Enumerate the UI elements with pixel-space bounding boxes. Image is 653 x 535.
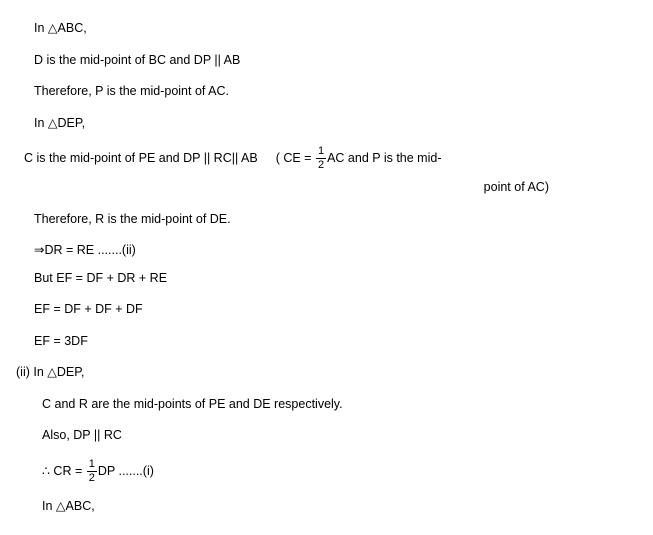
line-3: Therefore, P is the mid-point of AC. (34, 83, 629, 101)
denominator: 2 (316, 159, 326, 171)
line-4: In △DEP, (34, 115, 629, 133)
line-2: D is the mid-point of BC and DP || AB (34, 52, 629, 70)
line-7: ⇒DR = RE .......(ii) (34, 242, 629, 260)
text: ABC, (58, 21, 87, 35)
text: DP .......(i) (98, 463, 154, 477)
triangle-symbol: △ (56, 499, 66, 513)
text: C is the mid-point of PE and DP || RC|| … (24, 150, 258, 168)
text: In (42, 499, 56, 513)
line-5-cont: point of AC) (24, 179, 629, 197)
text: D is the mid-point of BC and DP || AB (34, 53, 240, 67)
text: In (34, 116, 48, 130)
fraction: 12 (87, 459, 97, 484)
text: C and R are the mid-points of PE and DE … (42, 397, 343, 411)
triangle-symbol: △ (48, 21, 58, 35)
text: ABC, (66, 499, 95, 513)
line-12: C and R are the mid-points of PE and DE … (42, 396, 629, 414)
line-6: Therefore, R is the mid-point of DE. (34, 211, 629, 229)
line-8: But EF = DF + DR + RE (34, 270, 629, 288)
line-9: EF = DF + DF + DF (34, 301, 629, 319)
text: DEP, (58, 116, 86, 130)
text: But EF = DF + DR + RE (34, 271, 167, 285)
line-15: In △ABC, (42, 498, 629, 516)
line-13: Also, DP || RC (42, 427, 629, 445)
text: Also, DP || RC (42, 428, 122, 442)
text: DEP, (57, 365, 85, 379)
text: ⇒DR = RE .......(ii) (34, 243, 136, 257)
paren-part: ( CE = 12AC and P is the mid- (276, 146, 442, 171)
numerator: 1 (87, 459, 97, 472)
numerator: 1 (316, 146, 326, 159)
text: point of AC) (484, 180, 549, 194)
fraction: 12 (316, 146, 326, 171)
text: AC and P is the mid- (327, 151, 441, 165)
line-14: ∴ CR = 12DP .......(i) (42, 459, 629, 484)
text: EF = DF + DF + DF (34, 302, 143, 316)
text: In (34, 21, 48, 35)
text: ∴ CR = (42, 463, 86, 477)
text: (ii) In (16, 365, 47, 379)
line-1: In △ABC, (34, 20, 629, 38)
text: Therefore, P is the mid-point of AC. (34, 84, 229, 98)
line-11: (ii) In △DEP, (16, 364, 629, 382)
line-10: EF = 3DF (34, 333, 629, 351)
text: ( CE = (276, 151, 315, 165)
text: EF = 3DF (34, 334, 88, 348)
triangle-symbol: △ (47, 365, 57, 379)
text: Therefore, R is the mid-point of DE. (34, 212, 231, 226)
line-5: C is the mid-point of PE and DP || RC|| … (24, 146, 629, 171)
triangle-symbol: △ (48, 116, 58, 130)
denominator: 2 (87, 472, 97, 484)
